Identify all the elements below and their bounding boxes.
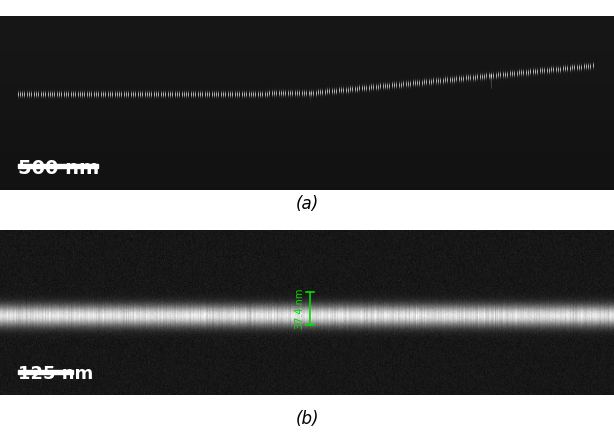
Bar [18,164,98,168]
Text: 37.4 nm: 37.4 nm [295,288,305,329]
Text: 125 nm: 125 nm [18,364,93,382]
Text: 500 nm: 500 nm [18,158,99,177]
Text: (b): (b) [295,409,319,427]
Text: (a): (a) [295,194,319,213]
Bar [18,370,73,374]
